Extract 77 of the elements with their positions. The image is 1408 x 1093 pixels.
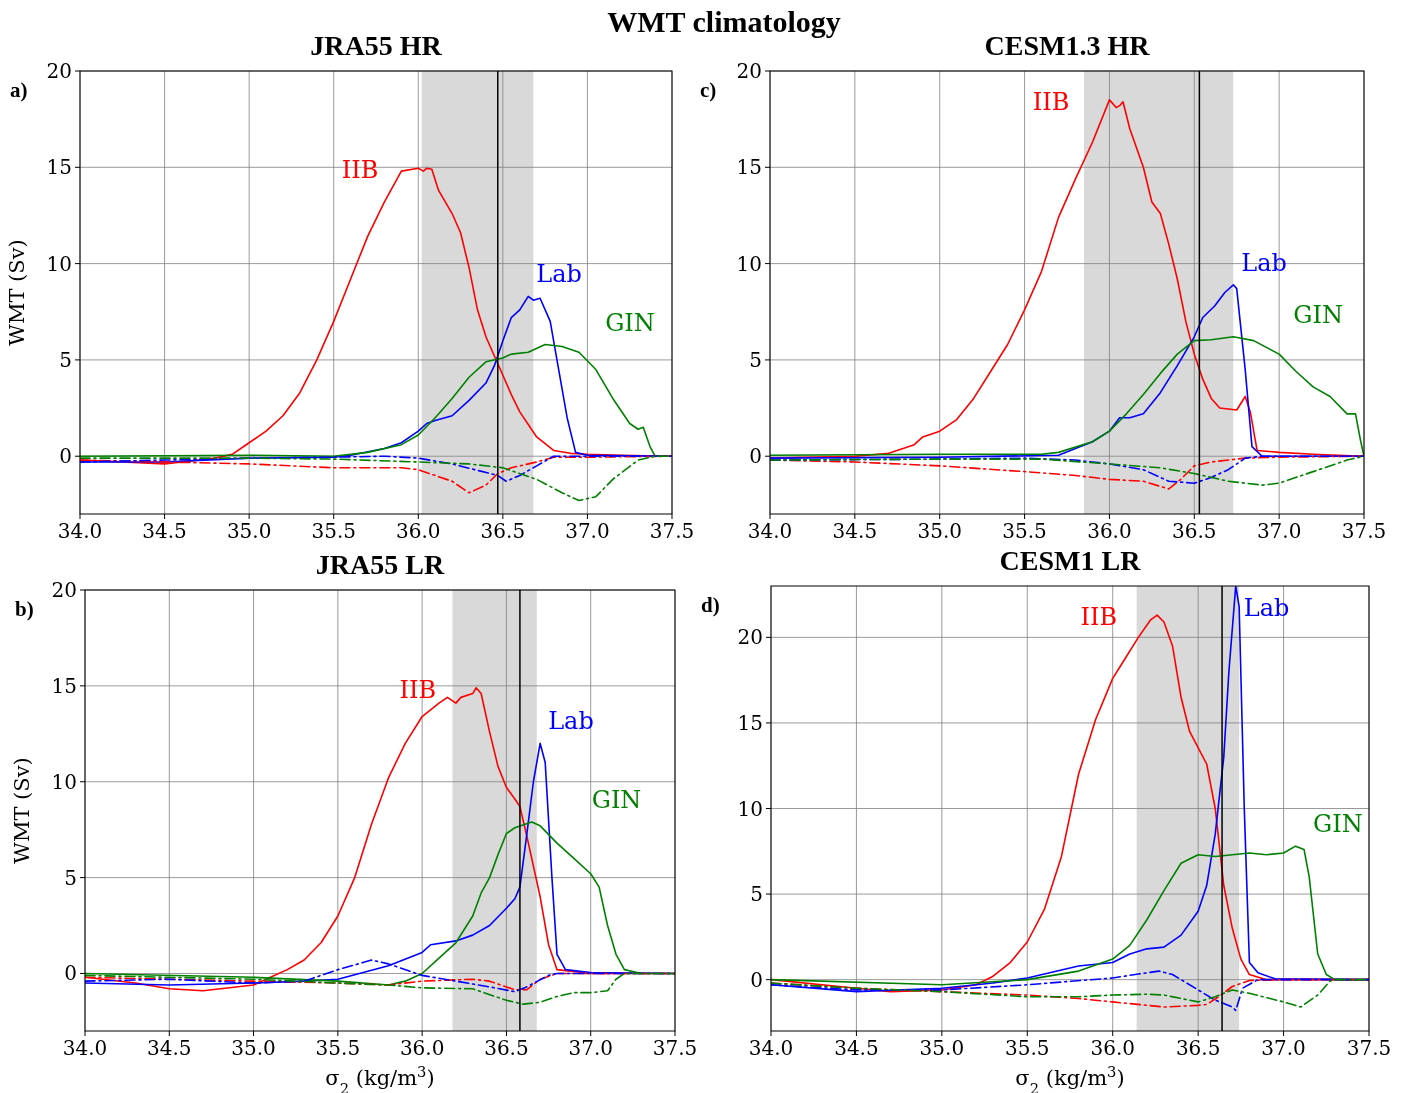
chart-title: CESM1.3 HR [984, 30, 1151, 61]
x-tick-label: 37.0 [1256, 519, 1302, 543]
y-tick-label: 0 [64, 961, 77, 986]
chart-title: CESM1 LR [999, 545, 1142, 576]
y-tick-label: 5 [749, 347, 762, 372]
y-tick-label: 0 [750, 967, 763, 992]
series-label: GIN [1293, 300, 1343, 329]
chart-title: JRA55 LR [315, 549, 445, 580]
y-tick-label: 10 [51, 769, 77, 794]
y-tick-label: 5 [750, 882, 763, 907]
x-tick-label: 36.5 [484, 1036, 529, 1060]
x-tick-label: 35.5 [1005, 1036, 1050, 1060]
x-tick-label: 34.0 [62, 1036, 108, 1060]
series-label: IIB [1032, 87, 1070, 116]
y-tick-label: 20 [736, 59, 762, 83]
series-label: GIN [1313, 810, 1363, 839]
series-label: GIN [591, 786, 642, 814]
text: WMT climatology [607, 5, 841, 38]
x-tick-label: 36.0 [399, 1036, 445, 1060]
chart-title: JRA55 HR [310, 30, 443, 61]
y-tick-label: 0 [749, 444, 762, 469]
x-tick-label: 35.0 [226, 519, 272, 543]
x-tick-label: 34.5 [142, 519, 187, 543]
y-tick-label: 5 [59, 347, 72, 372]
x-tick-label: 36.0 [1087, 519, 1132, 543]
series-label: Lab [536, 260, 582, 289]
y-tick-label: 0 [59, 444, 72, 469]
series-label: IIB [341, 156, 379, 185]
x-tick-label: 34.5 [832, 519, 878, 543]
y-tick-label: 20 [46, 59, 72, 83]
x-tick-label: 36.5 [1172, 519, 1217, 543]
series-label: GIN [605, 308, 655, 337]
x-tick-label: 37.5 [652, 1036, 698, 1060]
y-tick-label: 10 [736, 251, 762, 276]
x-tick-label: 35.5 [1002, 519, 1047, 543]
x-tick-label: 37.0 [1261, 1036, 1306, 1060]
x-axis-title: σ$_{2}$ (kg/m$^{3}$) [1015, 1062, 1125, 1093]
y-axis-title: WMT (Sv) [5, 239, 29, 346]
x-tick-label: 36.5 [1175, 1036, 1221, 1060]
text: d) [701, 593, 720, 617]
x-axis-title: σ$_{2}$ (kg/m$^{3}$) [325, 1062, 435, 1093]
x-tick-label: 34.0 [748, 1036, 794, 1060]
y-tick-label: 20 [737, 625, 763, 650]
y-tick-label: 15 [736, 155, 762, 180]
y-tick-label: 10 [46, 251, 72, 276]
x-tick-label: 37.5 [1341, 519, 1387, 543]
x-tick-label: 35.0 [917, 519, 962, 543]
y-axis-title: WMT (Sv) [10, 757, 34, 864]
x-tick-label: 34.5 [834, 1036, 879, 1060]
y-tick-label: 15 [51, 673, 77, 698]
x-tick-label: 36.0 [1090, 1036, 1135, 1060]
x-tick-label: 36.5 [480, 519, 526, 543]
x-tick-label: 34.0 [747, 519, 793, 543]
x-tick-label: 37.0 [565, 519, 610, 543]
series-label: IIB [1080, 603, 1118, 632]
x-tick-label: 34.0 [57, 519, 103, 543]
y-tick-label: 5 [64, 865, 77, 890]
y-tick-label: 15 [46, 155, 72, 180]
x-tick-label: 35.0 [919, 1036, 965, 1060]
x-tick-label: 36.0 [396, 519, 441, 543]
x-tick-label: 37.0 [568, 1036, 613, 1060]
x-tick-label: 35.0 [231, 1036, 276, 1060]
x-tick-label: 35.5 [315, 1036, 361, 1060]
text: a) [10, 78, 28, 102]
series-label: Lab [1241, 248, 1287, 277]
x-tick-label: 37.5 [649, 519, 695, 543]
text: c) [700, 78, 717, 102]
x-tick-label: 34.5 [147, 1036, 192, 1060]
y-tick-label: 15 [737, 710, 763, 735]
x-tick-label: 35.5 [311, 519, 356, 543]
series-label: IIB [399, 675, 437, 704]
x-tick-label: 37.5 [1346, 1036, 1392, 1060]
text: b) [15, 597, 34, 621]
series-label: Lab [548, 707, 594, 736]
y-tick-label: 10 [737, 796, 763, 821]
series-label: Lab [1243, 594, 1290, 622]
y-tick-label: 20 [51, 578, 77, 602]
